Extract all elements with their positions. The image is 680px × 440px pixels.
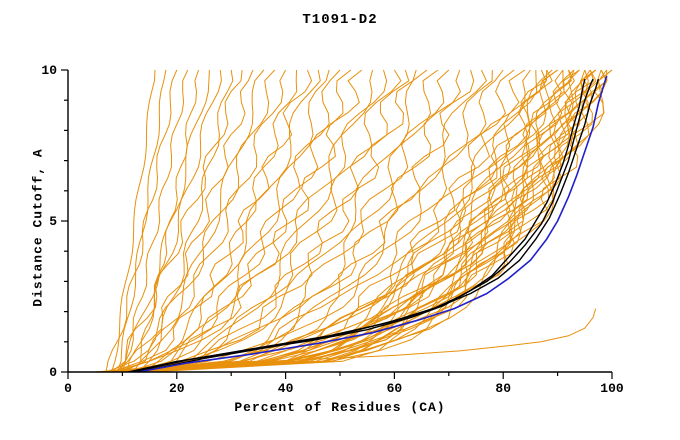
model-curve-orange: [144, 69, 439, 373]
model-curve-orange: [132, 69, 265, 373]
model-curve-orange: [138, 69, 234, 373]
model-curve-orange: [149, 69, 604, 373]
model-curve-orange: [138, 69, 487, 373]
model-curve-orange: [121, 69, 189, 373]
x-tick-label: 60: [387, 381, 403, 396]
model-curve-orange: [116, 69, 493, 373]
model-curve-orange: [116, 69, 167, 373]
model-curve-orange: [149, 69, 575, 373]
model-curve-orange: [127, 69, 222, 373]
model-curve-orange: [116, 69, 558, 373]
model-curve-orange: [127, 69, 595, 373]
model-curve-orange: [111, 69, 156, 373]
model-curve-blue: [138, 75, 608, 373]
x-tick-label: 100: [600, 381, 624, 396]
y-tick-label: 0: [49, 365, 57, 380]
model-curve-orange: [111, 69, 450, 373]
model-curve-orange: [138, 69, 558, 373]
model-curve-orange: [149, 69, 374, 373]
model-curve-orange: [111, 69, 572, 373]
model-curve-orange: [122, 69, 363, 373]
model-curve-orange: [111, 69, 608, 373]
model-curve-orange: [116, 69, 210, 373]
x-tick-label: 80: [495, 381, 511, 396]
model-curve-orange: [149, 69, 515, 373]
model-curve-orange: [133, 69, 596, 373]
model-curve-orange: [111, 69, 597, 373]
model-curve-orange: [122, 69, 613, 373]
model-curve-orange: [105, 69, 178, 373]
x-axis-label: Percent of Residues (CA): [234, 400, 446, 415]
model-curve-orange: [116, 69, 531, 373]
x-tick-label: 0: [64, 381, 72, 396]
model-curve-orange: [133, 69, 564, 373]
model-curve-orange: [122, 69, 526, 373]
model-curve-orange: [116, 69, 341, 373]
model-curve-orange: [116, 69, 254, 373]
model-curve-orange: [127, 69, 504, 373]
model-curve-orange: [127, 69, 607, 373]
y-tick-label: 10: [41, 63, 57, 78]
model-curve-orange: [122, 69, 287, 373]
model-curve-orange: [138, 69, 330, 373]
model-curve-orange: [111, 69, 313, 373]
model-curve-orange: [122, 69, 402, 373]
model-curve-orange: [132, 69, 200, 373]
model-curve-orange-outlier: [95, 308, 597, 373]
model-curve-orange: [143, 69, 298, 373]
model-curve-orange: [122, 69, 565, 373]
model-curve-orange: [122, 69, 475, 373]
x-tick-label: 40: [278, 381, 294, 396]
x-tick-label: 20: [169, 381, 185, 396]
model-curve-orange: [122, 69, 597, 373]
model-curve-orange: [105, 69, 276, 373]
model-curve-orange: [127, 69, 321, 373]
model-curve-black: [127, 78, 586, 373]
model-curve-black: [138, 78, 600, 373]
model-curve-orange: [111, 69, 243, 373]
model-curve-orange: [138, 69, 410, 373]
y-tick-label: 5: [49, 214, 57, 229]
model-curve-orange: [111, 69, 388, 373]
chart-title: T1091-D2: [302, 12, 378, 28]
model-curve-orange: [127, 69, 428, 373]
model-curve-orange: [116, 69, 417, 373]
model-curve-orange: [122, 69, 547, 373]
